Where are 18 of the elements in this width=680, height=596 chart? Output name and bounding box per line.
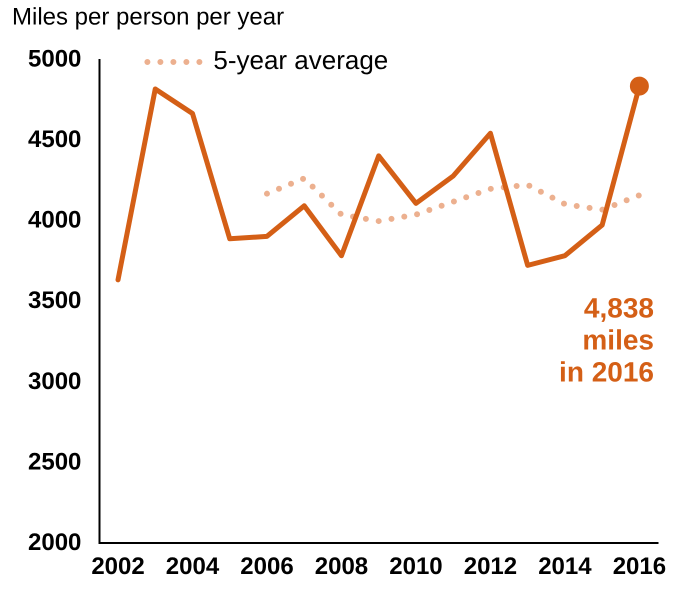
y-tick-label: 5000 — [28, 46, 82, 73]
y-tick-label: 2000 — [28, 528, 82, 556]
x-tick-label: 2006 — [240, 553, 294, 580]
y-tick-label: 3500 — [28, 287, 82, 314]
x-tick-label: 2004 — [166, 553, 220, 580]
annotation: 4,838 miles in 2016 — [559, 292, 654, 388]
x-tick-label: 2014 — [538, 553, 592, 580]
y-tick-label: 2500 — [28, 448, 82, 476]
x-tick-label: 2010 — [389, 553, 443, 580]
y-axis-title: Miles per person per year — [12, 4, 284, 31]
y-tick-label: 3000 — [28, 368, 82, 395]
legend-label: 5-year average — [213, 45, 388, 76]
x-tick-label: 2008 — [314, 553, 368, 580]
y-tick-label: 4000 — [28, 206, 82, 234]
x-tick-label: 2016 — [612, 553, 666, 580]
x-tick-label: 2002 — [91, 553, 145, 580]
y-tick-label: 4500 — [28, 126, 82, 154]
x-tick-label: 2012 — [464, 553, 518, 580]
